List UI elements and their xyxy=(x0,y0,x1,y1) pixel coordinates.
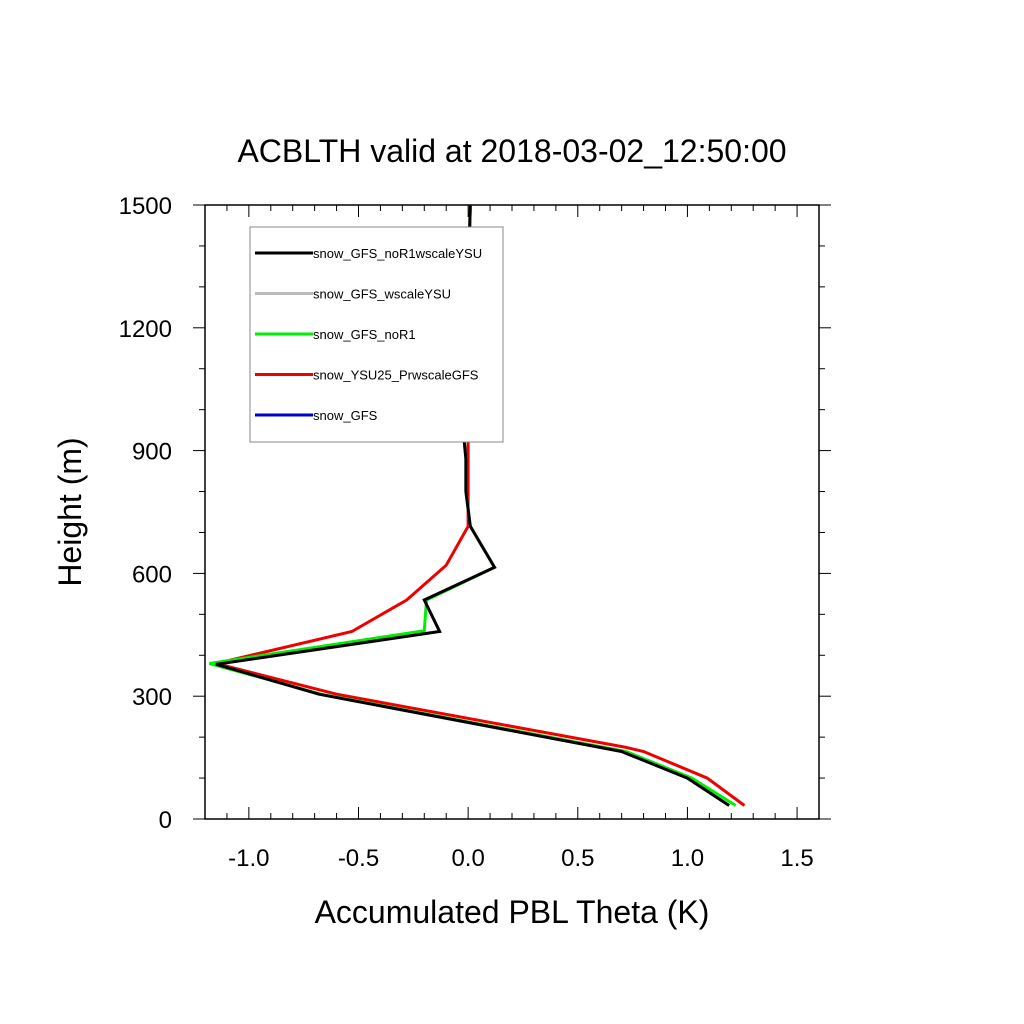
y-tick-label: 900 xyxy=(132,439,172,466)
legend: snow_GFS_noR1wscaleYSU snow_GFS_wscaleYSU… xyxy=(249,226,504,443)
x-axis-label: Accumulated PBL Theta (K) xyxy=(315,894,710,930)
y-tick-label: 600 xyxy=(132,561,172,588)
x-tick-label: 1.5 xyxy=(780,845,813,872)
y-tick-label: 1200 xyxy=(119,316,172,343)
y-tick-label: 0 xyxy=(159,807,172,834)
legend-label: snow_GFS xyxy=(313,408,378,423)
legend-label: snow_GFS_wscaleYSU xyxy=(313,287,451,302)
y-tick-label: 1500 xyxy=(119,193,172,220)
axis-ticks: -1.0 -0.5 0.0 0.5 1.0 1.5 0 300 600 900 1200 1500 xyxy=(119,193,831,872)
legend-label: snow_GFS_noR1 xyxy=(313,327,416,342)
y-axis-label: Height (m) xyxy=(52,437,88,586)
x-tick-label: 0.0 xyxy=(451,845,484,872)
legend-label: snow_GFS_noR1wscaleYSU xyxy=(313,246,482,261)
chart-title: ACBLTH valid at 2018-03-02_12:50:00 xyxy=(237,133,786,169)
x-tick-label: -1.0 xyxy=(228,845,269,872)
y-tick-label: 300 xyxy=(132,684,172,711)
x-tick-label: -0.5 xyxy=(338,845,379,872)
legend-label: snow_YSU25_PrwscaleGFS xyxy=(313,368,479,383)
x-tick-label: 0.5 xyxy=(561,845,594,872)
x-tick-label: 1.0 xyxy=(671,845,704,872)
